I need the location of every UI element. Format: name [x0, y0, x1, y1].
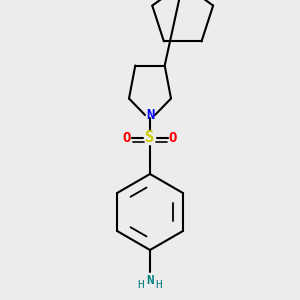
Text: N: N: [146, 108, 154, 122]
Text: O: O: [169, 131, 177, 145]
Text: S: S: [146, 130, 154, 146]
Text: H: H: [156, 280, 162, 290]
Text: N: N: [146, 274, 154, 287]
Text: O: O: [123, 131, 131, 145]
Text: H: H: [138, 280, 144, 290]
